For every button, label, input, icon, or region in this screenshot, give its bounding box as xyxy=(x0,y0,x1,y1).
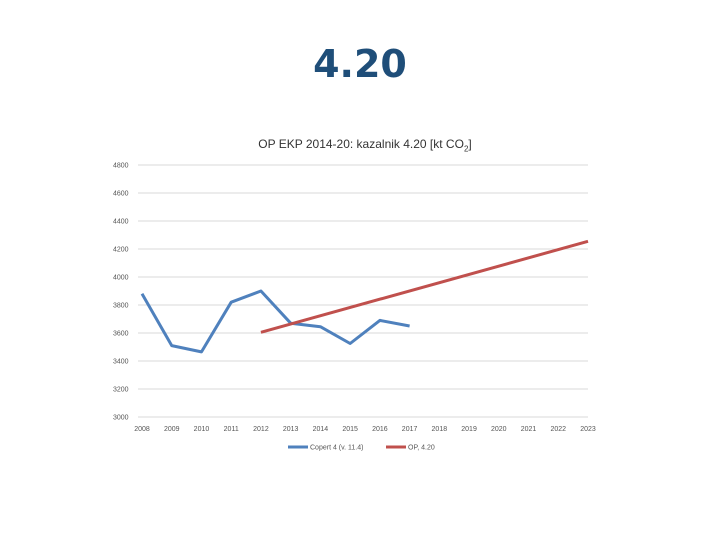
x-axis: 2008 2009 2010 2011 2012 2013 2014 2015 2016 2017… xyxy=(134,426,596,433)
x-tick-label: 2014 xyxy=(313,426,329,433)
x-tick-label: 2020 xyxy=(491,426,507,433)
gridlines xyxy=(138,164,588,418)
series-line-1 xyxy=(140,289,410,354)
y-tick-label: 4200 xyxy=(113,247,129,254)
y-tick-label: 4000 xyxy=(113,275,129,282)
legend: Copert 4 (v. 11.4) OP, 4.20 xyxy=(288,445,435,452)
series-line-2 xyxy=(260,239,589,334)
y-tick-label: 4400 xyxy=(113,219,129,226)
x-tick-label: 2010 xyxy=(194,426,210,433)
x-tick-label: 2022 xyxy=(550,426,566,433)
y-tick-label: 3200 xyxy=(113,387,129,394)
x-tick-label: 2015 xyxy=(342,426,358,433)
chart-title: OP EKP 2014-20: kazalnik 4.20 [kt CO2] xyxy=(130,137,600,153)
x-tick-label: 2011 xyxy=(224,426,239,433)
x-tick-label: 2019 xyxy=(461,426,477,433)
legend-label: Copert 4 (v. 11.4) xyxy=(310,445,363,452)
x-tick-label: 2016 xyxy=(372,426,388,433)
chart-title-subscript: 2 xyxy=(463,144,469,154)
x-tick-label: 2008 xyxy=(134,426,150,433)
chart-title-main: OP EKP 2014-20: kazalnik 4.20 [kt CO xyxy=(258,137,464,151)
slide-title: 4.20 xyxy=(313,42,407,86)
x-tick-label: 2017 xyxy=(402,426,418,433)
x-tick-label: 2018 xyxy=(432,426,448,433)
y-tick-label: 3800 xyxy=(113,303,129,310)
y-tick-label: 3400 xyxy=(113,359,129,366)
x-tick-label: 2012 xyxy=(253,426,269,433)
chart-title-end: ] xyxy=(468,137,472,151)
series-lines xyxy=(140,239,589,354)
x-tick-label: 2013 xyxy=(283,426,299,433)
x-tick-label: 2009 xyxy=(164,426,180,433)
x-tick-label: 2021 xyxy=(521,426,537,433)
y-tick-label: 4800 xyxy=(113,163,129,170)
x-tick-label: 2023 xyxy=(580,426,596,433)
y-tick-label: 3600 xyxy=(113,331,129,338)
y-tick-label: 4600 xyxy=(113,191,129,198)
legend-label: OP, 4.20 xyxy=(408,445,435,452)
y-axis: 3000 3200 3400 3600 3800 4000 4200 4400 4600 4800 xyxy=(113,163,129,422)
y-tick-label: 3000 xyxy=(113,415,129,422)
